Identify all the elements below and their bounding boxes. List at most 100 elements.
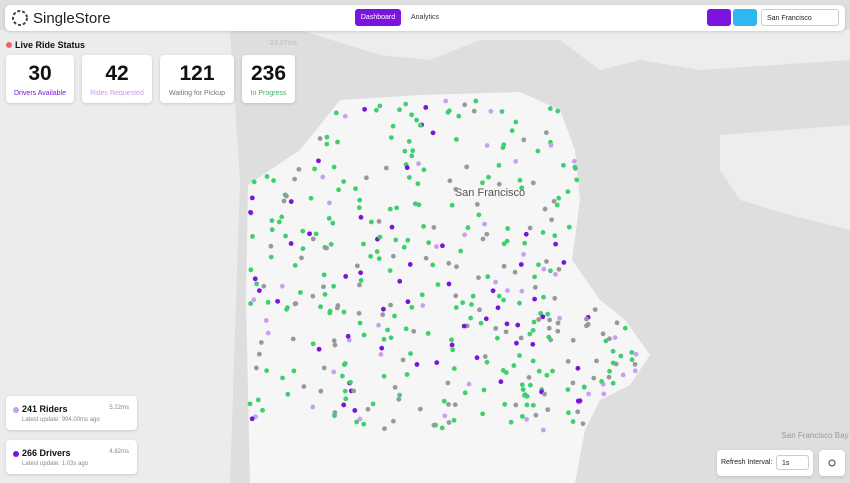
ride-dot: [442, 413, 448, 419]
ride-dot: [570, 419, 576, 424]
ride-dot: [263, 318, 269, 323]
ride-dot: [368, 253, 374, 259]
ride-dot: [542, 391, 547, 397]
theme-button[interactable]: [819, 450, 845, 476]
stat-label: In Progress: [250, 90, 287, 97]
ride-dot: [409, 112, 415, 118]
city-select[interactable]: San Francisco: [761, 9, 839, 26]
ride-dot: [549, 217, 555, 223]
ride-dot: [557, 315, 563, 321]
ride-dot: [501, 297, 506, 303]
ride-dot: [586, 391, 592, 397]
ride-dot: [299, 255, 304, 261]
ride-dot: [362, 106, 367, 112]
ride-dot: [468, 315, 474, 321]
ride-dot: [397, 278, 403, 284]
ride-dot: [556, 266, 562, 272]
ride-dot: [519, 185, 525, 191]
panel-update: Latest update: 1.03s ago: [22, 461, 89, 467]
ride-dot: [519, 414, 525, 419]
ride-dot: [501, 241, 507, 247]
ride-dot: [540, 230, 546, 235]
ride-dot: [281, 198, 287, 204]
ride-dot: [335, 139, 340, 145]
ride-dot: [540, 427, 546, 433]
ride-dot: [407, 262, 413, 267]
ride-dot: [390, 253, 396, 259]
ride-dot: [276, 219, 282, 225]
ride-dot: [451, 366, 457, 371]
ride-dot: [575, 365, 581, 371]
ride-dot: [610, 380, 616, 386]
logo: SingleStore: [33, 10, 111, 27]
icon-button[interactable]: [733, 9, 757, 26]
ride-dot: [473, 98, 479, 104]
ride-dot: [332, 342, 338, 348]
ride-dot: [377, 103, 383, 109]
header: SingleStore Dashboard Analytics San Fran…: [5, 5, 845, 31]
ride-dot: [423, 105, 429, 110]
ride-dot: [547, 317, 553, 323]
ride-dot: [450, 347, 456, 353]
refresh-select[interactable]: 1s: [776, 455, 809, 470]
ride-dot: [575, 398, 581, 404]
ride-dot: [552, 295, 558, 301]
ride-dot: [419, 292, 425, 298]
ride-dot: [515, 322, 521, 328]
ride-dot: [248, 267, 254, 273]
ride-dot: [322, 291, 328, 297]
ride-dot: [451, 417, 457, 423]
ride-dot: [548, 142, 554, 148]
ride-dot: [530, 358, 536, 364]
ride-dot: [390, 418, 396, 424]
ride-dot: [290, 336, 296, 342]
nav-analytics[interactable]: Analytics: [410, 14, 439, 21]
stat-label: Rides Requested: [90, 90, 144, 97]
ride-dot: [340, 373, 345, 379]
nav-dashboard[interactable]: Dashboard: [355, 9, 401, 26]
ride-dot: [352, 408, 358, 413]
ride-dot: [331, 369, 337, 375]
ride-dot: [268, 243, 274, 249]
ride-dot: [348, 379, 353, 385]
ride-dot: [453, 293, 459, 299]
ride-dot: [321, 272, 327, 278]
ride-dot: [403, 101, 409, 107]
ride-dot: [357, 320, 363, 326]
ride-dot: [379, 345, 385, 351]
ride-dot: [431, 225, 437, 230]
ride-dot: [370, 401, 376, 407]
ride-dot: [380, 312, 386, 318]
ride-dot: [389, 224, 395, 230]
ride-dot: [275, 298, 280, 304]
ride-dot: [513, 158, 519, 164]
ride-dot: [411, 328, 417, 334]
ride-dot: [453, 137, 459, 142]
ride-dot: [460, 300, 466, 306]
ride-dot: [614, 320, 620, 326]
stat-card: 236 In Progress: [242, 55, 295, 103]
ride-dot: [575, 409, 581, 415]
icon-button[interactable]: [707, 9, 731, 26]
ride-dot: [540, 314, 546, 320]
ride-dot: [383, 165, 389, 171]
ride-dot: [269, 227, 275, 233]
ride-dot: [376, 219, 382, 224]
ride-dot: [513, 119, 519, 125]
city-land: [246, 92, 650, 483]
ride-dot: [521, 137, 527, 143]
ride-dot: [570, 337, 576, 343]
ride-dot: [584, 323, 589, 329]
ride-dot: [291, 368, 297, 374]
ride-dot: [358, 214, 364, 220]
ride-dot: [530, 327, 536, 333]
ride-dot: [271, 178, 277, 183]
ride-dot: [404, 165, 410, 171]
ride-dot: [443, 98, 449, 104]
ride-dot: [279, 214, 285, 220]
ride-dot: [320, 174, 326, 180]
refresh-control: Refresh Interval: 1s: [717, 450, 813, 476]
ride-dot: [430, 130, 436, 136]
ride-dot: [523, 231, 529, 237]
ride-dot: [435, 282, 441, 288]
